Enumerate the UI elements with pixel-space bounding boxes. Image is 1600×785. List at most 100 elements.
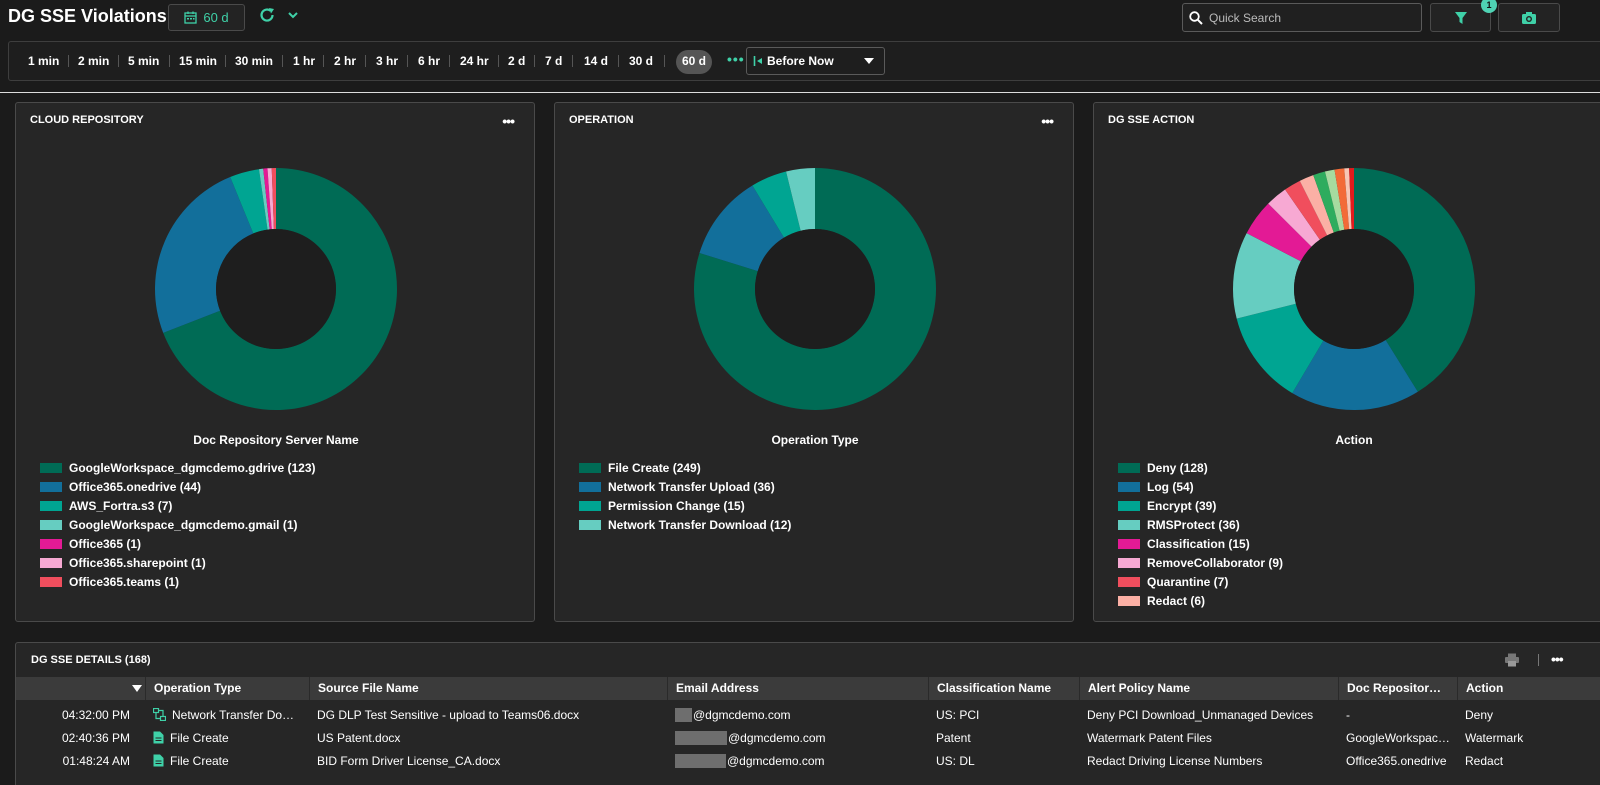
sort-desc-icon [132,685,142,692]
legend-item[interactable]: Deny (128) [1118,458,1283,477]
donut-slice[interactable] [1233,233,1301,319]
column-header-source-file[interactable]: Source File Name [309,677,666,700]
donut-slice[interactable] [1268,189,1320,247]
cell-email: @dgmcdemo.com [667,727,927,750]
column-header-time[interactable] [16,677,144,700]
range-option[interactable]: 30 d [629,54,654,68]
donut-slice[interactable] [786,168,815,231]
legend-label: Network Transfer Download (12) [608,517,792,532]
range-option[interactable]: 14 d [584,54,609,68]
column-header-classification[interactable]: Classification Name [928,677,1078,700]
donut-slice[interactable] [1349,168,1354,230]
legend-item[interactable]: GoogleWorkspace_dgmcdemo.gmail (1) [40,515,316,534]
chart-axis-label: Action [1335,433,1373,447]
legend-item[interactable]: Encrypt (39) [1118,496,1283,515]
legend-item[interactable]: Redact (6) [1118,591,1283,610]
table-row[interactable]: 02:40:36 PM File Create US Patent.docx @… [16,727,1600,750]
range-option-selected[interactable]: 60 d [682,54,707,68]
legend-swatch [40,519,62,530]
panel-menu-button[interactable]: ••• [502,113,515,129]
donut-slice[interactable] [258,168,270,230]
legend-item[interactable]: Classification (15) [1118,534,1283,553]
donut-slice[interactable] [154,177,254,333]
print-icon[interactable] [1504,653,1520,667]
donut-slice[interactable] [263,168,272,230]
column-header-email[interactable]: Email Address [667,677,927,700]
file-icon [153,754,164,767]
column-header-alert-policy[interactable]: Alert Policy Name [1079,677,1337,700]
anchor-dropdown[interactable]: Before Now [746,47,885,75]
range-option[interactable]: 7 d [545,54,563,68]
legend-item[interactable]: AWS_Fortra.s3 (7) [40,496,316,515]
range-option[interactable]: 2 min [78,54,110,68]
donut-slice[interactable] [1334,168,1350,230]
legend-swatch [40,481,62,492]
more-ranges-button[interactable]: ••• [727,51,745,67]
legend-item[interactable]: GoogleWorkspace_dgmcdemo.gdrive (123) [40,458,316,477]
legend-swatch [1118,595,1140,606]
legend-item[interactable]: Network Transfer Upload (36) [579,477,791,496]
legend-item[interactable]: RemoveCollaborator (9) [1118,553,1283,572]
range-option[interactable]: 2 hr [334,54,357,68]
table-row[interactable]: 04:32:00 PM Network Transfer Do… DG DLP … [16,704,1600,727]
refresh-icon[interactable] [256,6,278,28]
donut-chart [694,168,936,410]
range-option[interactable]: 2 d [508,54,526,68]
donut-slice[interactable] [163,168,397,410]
range-option[interactable]: 30 min [235,54,274,68]
cell-file: DG DLP Test Sensitive - upload to Teams0… [317,708,580,722]
donut-slice[interactable] [1299,175,1334,236]
donut-chart [154,168,397,410]
donut-slice[interactable] [1313,171,1340,233]
donut-slice[interactable] [267,168,274,230]
search-input[interactable] [1209,10,1409,25]
cell-policy: Redact Driving License Numbers [1087,754,1263,768]
range-option[interactable]: 1 hr [293,54,316,68]
donut-slice[interactable] [1236,303,1324,394]
panel-menu-button[interactable]: ••• [1041,113,1054,129]
range-option[interactable]: 1 min [28,54,60,68]
range-option[interactable]: 5 min [128,54,160,68]
camera-icon [1522,11,1536,24]
legend-item[interactable]: File Create (249) [579,458,791,477]
cloud-repository-panel: CLOUD REPOSITORY ••• Doc Repository Serv… [15,102,535,622]
donut-hole [755,229,875,349]
donut-slice[interactable] [1324,169,1345,231]
donut-slice[interactable] [694,168,936,410]
details-menu-button[interactable]: ••• [1551,651,1564,667]
column-header-doc-repository[interactable]: Doc Repositor… [1338,677,1456,700]
snapshot-button[interactable] [1498,3,1560,32]
legend-item[interactable]: Office365.onedrive (44) [40,477,316,496]
donut-slice[interactable] [230,169,268,234]
donut-slice[interactable] [699,185,784,272]
donut-slice[interactable] [1354,168,1475,392]
quick-search[interactable] [1182,3,1422,32]
time-range-button[interactable]: 60 d [168,4,245,31]
legend-item[interactable]: Office365 (1) [40,534,316,553]
range-option[interactable]: 6 hr [418,54,441,68]
donut-slice[interactable] [1344,168,1352,230]
filter-button[interactable] [1430,3,1491,32]
legend-item[interactable]: Office365.sharepoint (1) [40,553,316,572]
legend-swatch [1118,500,1140,511]
cell-classification: US: DL [936,754,975,768]
donut-slice[interactable] [1285,180,1328,240]
donut-slice[interactable] [1246,203,1312,262]
legend-item[interactable]: RMSProtect (36) [1118,515,1283,534]
range-option[interactable]: 24 hr [460,54,489,68]
legend-swatch [1118,538,1140,549]
range-option[interactable]: 3 hr [376,54,399,68]
donut-slice[interactable] [271,168,276,230]
donut-slice[interactable] [1292,339,1418,410]
legend-item[interactable]: Permission Change (15) [579,496,791,515]
legend-item[interactable]: Office365.teams (1) [40,572,316,591]
legend-item[interactable]: Network Transfer Download (12) [579,515,791,534]
table-row[interactable]: 01:48:24 AM File Create BID Form Driver … [16,750,1600,773]
donut-slice[interactable] [752,171,801,238]
range-option[interactable]: 15 min [179,54,218,68]
legend-item[interactable]: Quarantine (7) [1118,572,1283,591]
column-header-action[interactable]: Action [1457,677,1600,700]
column-header-operation-type[interactable]: Operation Type [145,677,308,700]
legend-item[interactable]: Log (54) [1118,477,1283,496]
chevron-down-icon[interactable] [284,8,302,26]
